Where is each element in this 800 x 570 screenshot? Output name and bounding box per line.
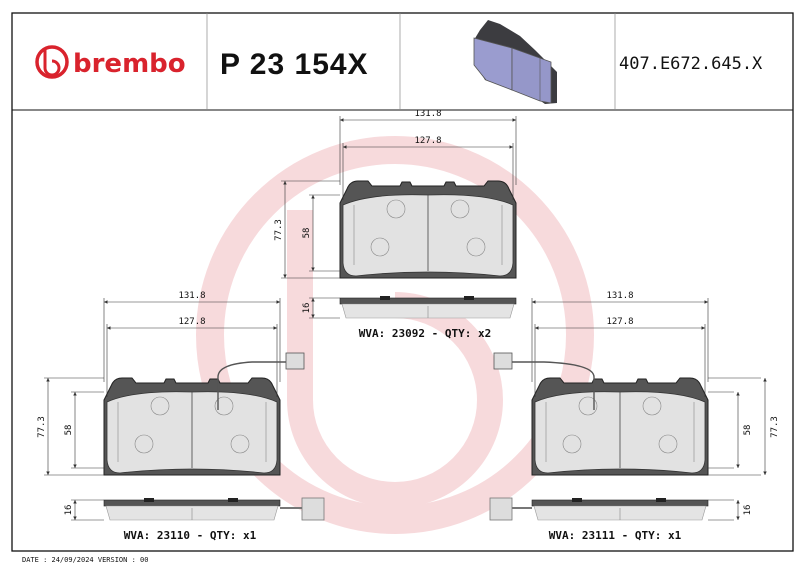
dimension-thickness: 16 [302, 303, 312, 314]
wear-sensor-icon [217, 352, 325, 521]
dimension-thickness: 16 [64, 505, 74, 516]
brembo-logo-icon [35, 45, 69, 79]
dimension-thickness: 16 [743, 505, 753, 516]
wear-sensor-icon [489, 352, 595, 521]
pad-side-view [531, 497, 709, 521]
brake-pad-view: 131.8 127.8 77.3 58 16 WVA: 23111 - QTY: x1 [489, 291, 780, 542]
dimension-height-outer: 77.3 [770, 416, 780, 438]
dimension-height-outer: 77.3 [274, 219, 284, 241]
brembo-logo: brembo [35, 45, 186, 79]
brembo-watermark-icon [196, 136, 594, 534]
pad-front-view [531, 377, 709, 476]
dimension-width-outer: 131.8 [606, 291, 633, 301]
pad-side-view [339, 295, 517, 319]
dimension-width-outer: 131.8 [414, 109, 441, 119]
part-number: P 23 154X [220, 48, 369, 81]
dimension-height-inner: 58 [302, 228, 312, 239]
pad-front-view [339, 180, 517, 279]
pad-preview-image [473, 20, 557, 104]
dimension-height-inner: 58 [64, 425, 74, 436]
brake-pad-view: 131.8 127.8 77.3 58 16 WVA: 23110 - QTY: x1 [37, 291, 325, 542]
pad-front-view [103, 377, 281, 476]
drawing-frame [11, 12, 794, 552]
dimension-height-inner: 58 [743, 425, 753, 436]
dimension-width-outer: 131.8 [178, 291, 205, 301]
reference-code: 407.E672.645.X [619, 54, 763, 74]
pad-label: WVA: 23110 - QTY: x1 [124, 529, 257, 542]
dimension-width-inner: 127.8 [414, 136, 441, 146]
dimension-width-inner: 127.8 [606, 317, 633, 327]
dimension-width-inner: 127.8 [178, 317, 205, 327]
pad-label: WVA: 23111 - QTY: x1 [549, 529, 682, 542]
brand-name: brembo [73, 49, 186, 79]
date-version: DATE : 24/09/2024 VERSION : 00 [22, 556, 148, 564]
dimension-height-outer: 77.3 [37, 416, 47, 438]
brake-pad-view: 131.8 127.8 77.3 58 16 WVA: 23092 - QTY: x2 [274, 109, 517, 340]
pad-side-view [103, 497, 281, 521]
pad-label: WVA: 23092 - QTY: x2 [359, 327, 491, 340]
